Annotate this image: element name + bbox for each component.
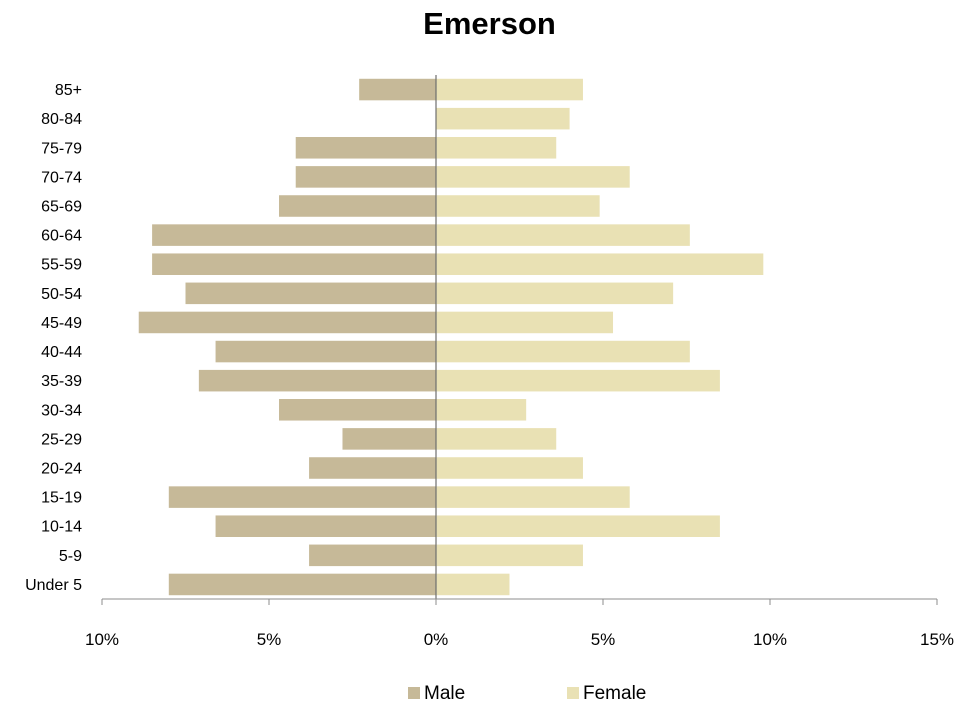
x-tick-label: 0% [424,630,449,649]
bar-female-65-69 [436,195,600,217]
category-label: 15-19 [41,490,82,507]
x-tick-label: 10% [753,630,787,649]
category-label: 25-29 [41,431,82,448]
bar-male-70-74 [295,166,436,188]
category-label: 50-54 [41,286,82,303]
bar-male-85- [359,78,436,101]
category-label: 55-59 [41,257,82,274]
bar-male-under-5 [168,573,437,596]
bar-male-15-19 [168,486,437,508]
category-label: 30-34 [41,402,82,419]
x-tick-label: 5% [257,630,282,649]
category-label: 20-24 [41,461,82,478]
bar-female-70-74 [436,166,630,188]
bar-male-65-69 [279,195,436,217]
category-label: Under 5 [25,577,82,594]
legend-label-male: Male [424,683,465,704]
category-label: 75-79 [41,140,82,157]
bar-female-40-44 [436,340,690,363]
bar-male-60-64 [152,224,436,246]
bar-male-25-29 [342,428,436,450]
bar-female-25-29 [436,428,557,450]
bar-female-45-49 [436,311,614,334]
legend-label-female: Female [583,683,646,704]
chart-title: Emerson [423,6,556,41]
bar-male-40-44 [215,340,436,363]
category-label: 85+ [55,82,82,99]
bar-male-75-79 [295,137,436,159]
category-label: 70-74 [41,169,82,186]
bar-male-45-49 [138,311,437,334]
legend-swatch-female [567,687,579,699]
category-label: 60-64 [41,228,82,245]
bar-male-10-14 [215,515,436,537]
bar-male-55-59 [152,253,436,275]
x-tick-label: 10% [85,630,119,649]
category-label: 80-84 [41,111,82,128]
bar-female-10-14 [436,515,720,537]
bar-female-5-9 [436,544,583,567]
bar-female-80-84 [436,107,570,130]
bar-male-50-54 [185,282,436,305]
bar-female-30-34 [436,399,527,421]
x-tick-label: 5% [591,630,616,649]
x-tick-label: 15% [920,630,954,649]
bar-female-75-79 [436,137,557,159]
category-label: 40-44 [41,344,82,361]
category-label: 45-49 [41,315,82,332]
category-label: 5-9 [59,548,82,565]
bar-male-20-24 [309,457,436,479]
bar-male-35-39 [198,369,436,392]
bar-female-35-39 [436,369,720,392]
category-label: 35-39 [41,373,82,390]
legend-swatch-male [408,687,420,699]
bar-male-30-34 [279,399,436,421]
bar-female-50-54 [436,282,674,305]
bar-female-under-5 [436,573,510,596]
bar-female-60-64 [436,224,690,246]
category-label: 10-14 [41,519,82,536]
bar-female-55-59 [436,253,764,275]
bar-female-85- [436,78,583,101]
bar-female-20-24 [436,457,583,479]
category-label: 65-69 [41,199,82,216]
bar-male-5-9 [309,544,436,567]
bar-female-15-19 [436,486,630,508]
